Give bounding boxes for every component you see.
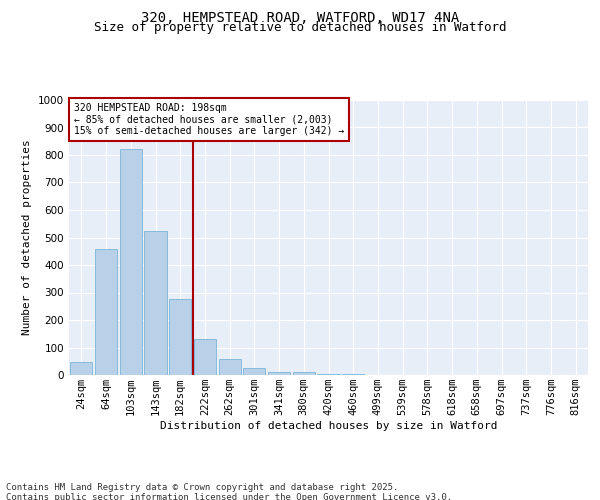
Bar	[95, 248, 117, 375]
Text: Size of property relative to detached houses in Watford: Size of property relative to detached ho…	[94, 21, 506, 34]
Bar	[70, 362, 92, 375]
Bar	[194, 339, 216, 375]
Y-axis label: Number of detached properties: Number of detached properties	[22, 140, 32, 336]
Bar	[218, 358, 241, 375]
Bar	[119, 150, 142, 375]
Bar	[317, 374, 340, 375]
Bar	[243, 368, 265, 375]
Bar	[342, 374, 364, 375]
X-axis label: Distribution of detached houses by size in Watford: Distribution of detached houses by size …	[160, 421, 497, 431]
Text: 320, HEMPSTEAD ROAD, WATFORD, WD17 4NA: 320, HEMPSTEAD ROAD, WATFORD, WD17 4NA	[141, 10, 459, 24]
Bar	[169, 300, 191, 375]
Bar	[293, 372, 315, 375]
Bar	[268, 372, 290, 375]
Text: 320 HEMPSTEAD ROAD: 198sqm
← 85% of detached houses are smaller (2,003)
15% of s: 320 HEMPSTEAD ROAD: 198sqm ← 85% of deta…	[74, 103, 344, 136]
Bar	[145, 230, 167, 375]
Text: Contains HM Land Registry data © Crown copyright and database right 2025.
Contai: Contains HM Land Registry data © Crown c…	[6, 482, 452, 500]
